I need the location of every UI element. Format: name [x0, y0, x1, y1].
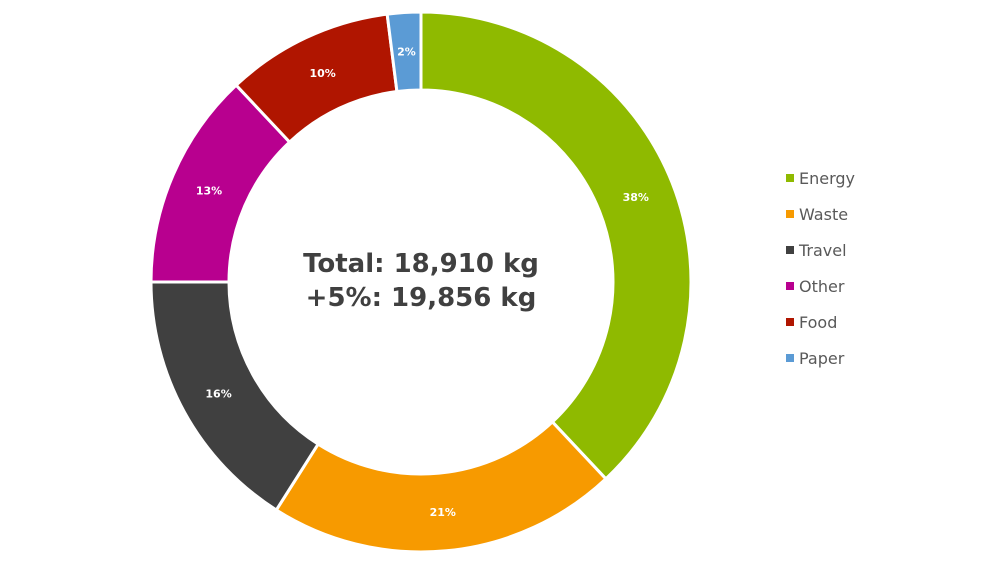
slice-label-waste: 21%	[430, 506, 456, 519]
slice-label-paper: 2%	[397, 45, 416, 58]
legend-swatch-travel	[786, 246, 794, 254]
center-projection-text: +5%: 19,856 kg	[306, 283, 537, 313]
legend-label-food: Food	[799, 313, 837, 332]
donut-slices	[149, 10, 693, 554]
slice-energy	[419, 10, 693, 481]
legend-label-other: Other	[799, 277, 845, 296]
slice-travel	[149, 280, 321, 513]
slice-waste	[274, 419, 608, 554]
legend-label-energy: Energy	[799, 169, 855, 188]
legend-label-travel: Travel	[798, 241, 847, 260]
legend: Energy Waste Travel Other Food Paper	[786, 169, 855, 368]
legend-label-waste: Waste	[799, 205, 848, 224]
legend-swatch-energy	[786, 174, 794, 182]
slice-label-energy: 38%	[623, 191, 649, 204]
legend-label-paper: Paper	[799, 349, 845, 368]
legend-swatch-food	[786, 318, 794, 326]
slice-labels: 38% 21% 16% 13% 10% 2%	[196, 45, 649, 519]
slice-paper	[385, 10, 423, 94]
legend-swatch-paper	[786, 354, 794, 362]
slice-label-travel: 16%	[205, 387, 231, 400]
slice-label-other: 13%	[196, 184, 222, 197]
slice-label-food: 10%	[309, 67, 335, 80]
legend-swatch-waste	[786, 210, 794, 218]
legend-swatch-other	[786, 282, 794, 290]
center-total-text: Total: 18,910 kg	[303, 249, 539, 279]
